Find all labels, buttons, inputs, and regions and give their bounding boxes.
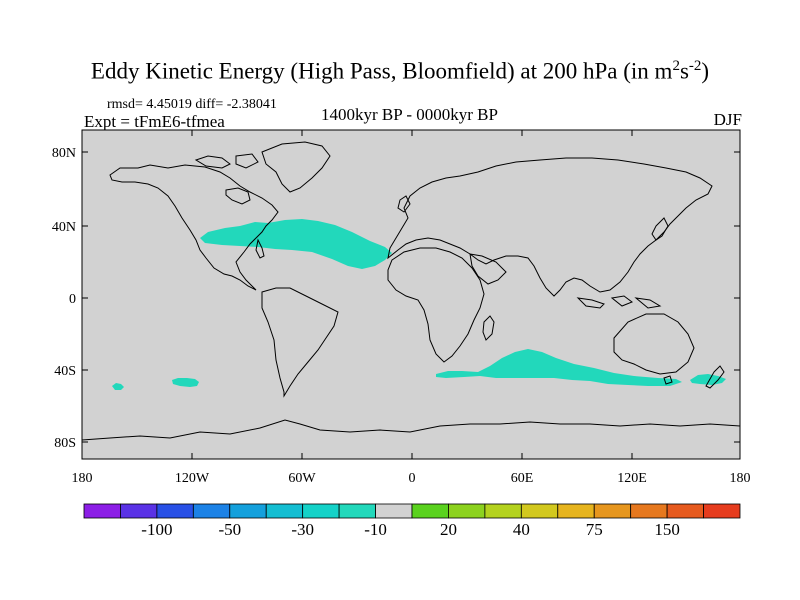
- lat-label: 80N: [52, 146, 76, 161]
- map-figure: 80N 40N 0 40S 80S 180 120W 60W 0 60E 120E 180 -100…: [0, 0, 800, 600]
- lat-label: 40S: [54, 364, 76, 379]
- colorbar-label: 150: [654, 520, 680, 539]
- colorbar-swatch: [485, 504, 521, 518]
- lat-label: 0: [69, 292, 76, 307]
- longitude-labels: 180 120W 60W 0 60E 120E 180: [72, 471, 751, 486]
- colorbar-label: -100: [141, 520, 172, 539]
- lat-label: 40N: [52, 220, 76, 235]
- colorbar-swatch: [120, 504, 156, 518]
- map-background: [82, 130, 740, 459]
- colorbar-swatch: [193, 504, 229, 518]
- colorbar-swatch: [230, 504, 266, 518]
- colorbar-label: 20: [440, 520, 457, 539]
- colorbar-labels: -100 -50 -30 -10 20 40 75 150: [141, 520, 680, 539]
- colorbar-swatch: [667, 504, 703, 518]
- colorbar-swatch: [412, 504, 448, 518]
- lon-label: 120E: [617, 471, 647, 486]
- colorbar-swatch: [704, 504, 740, 518]
- colorbar-label: 75: [586, 520, 603, 539]
- colorbar-label: -30: [291, 520, 314, 539]
- colorbar-swatch: [448, 504, 484, 518]
- colorbar-swatch: [376, 504, 412, 518]
- colorbar-label: -50: [218, 520, 241, 539]
- lon-label: 60E: [511, 471, 534, 486]
- colorbar-swatch: [266, 504, 302, 518]
- lon-label: 0: [409, 471, 416, 486]
- colorbar-label: -10: [364, 520, 387, 539]
- lat-label: 80S: [54, 436, 76, 451]
- lon-label: 120W: [175, 471, 210, 486]
- colorbar-label: 40: [513, 520, 530, 539]
- colorbar-swatch: [303, 504, 339, 518]
- colorbar-swatch: [521, 504, 557, 518]
- lon-label: 180: [72, 471, 93, 486]
- latitude-labels: 80N 40N 0 40S 80S: [52, 146, 76, 451]
- colorbar-swatch: [558, 504, 594, 518]
- colorbar-swatch: [631, 504, 667, 518]
- lon-label: 180: [730, 471, 751, 486]
- colorbar-swatch: [339, 504, 375, 518]
- colorbar-swatch: [157, 504, 193, 518]
- colorbar: [84, 504, 740, 518]
- colorbar-swatch: [84, 504, 120, 518]
- colorbar-swatch: [594, 504, 630, 518]
- lon-label: 60W: [288, 471, 316, 486]
